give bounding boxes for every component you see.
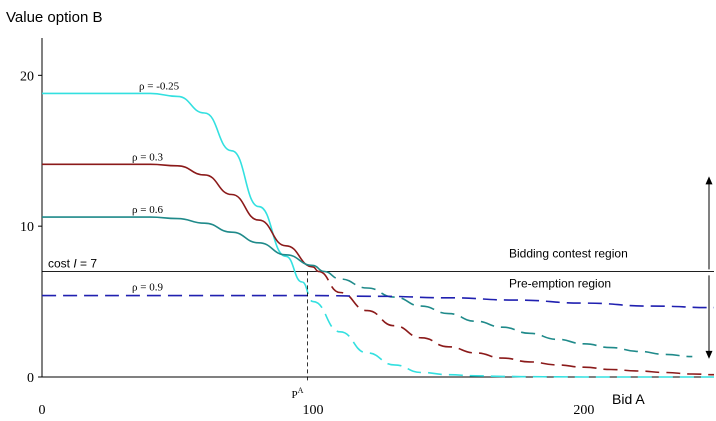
series-0-label: ρ = -0.25: [139, 80, 180, 92]
series-labels: ρ = -0.25 ρ = 0.3 ρ = 0.6 ρ = 0.9: [132, 80, 180, 293]
series-2-dashed-line: [323, 270, 693, 358]
x-tick-label: 100: [302, 403, 323, 418]
pa-marker-label: PA: [292, 386, 304, 401]
series-1-dashed-line: [318, 270, 715, 376]
region-arrows: [705, 176, 713, 359]
series-1-solid-line: [42, 163, 319, 273]
y-ticks: 0 10 20: [20, 69, 42, 386]
x-ticks: 0 100 200: [39, 403, 595, 418]
up-arrow-head: [705, 176, 713, 185]
series-3-dashed-line: [42, 294, 715, 309]
series-1-label: ρ = 0.3: [132, 151, 163, 163]
series-2-label: ρ = 0.6: [132, 204, 163, 216]
cost-label: cost I = 7: [48, 256, 97, 270]
y-tick-label: 10: [20, 220, 34, 235]
series-0-solid-line: [41, 92, 303, 283]
y-tick-label: 0: [27, 371, 34, 386]
series-2-solid-line: [42, 216, 324, 273]
bidding-contest-region-label: Bidding contest region: [509, 246, 628, 260]
x-tick-label: 0: [39, 403, 46, 418]
series-3-label: ρ = 0.9: [132, 282, 163, 294]
down-arrow-head: [705, 350, 713, 359]
x-tick-label: 200: [573, 403, 594, 418]
x-axis-label: Bid A: [612, 391, 645, 407]
pre-emption-region-label: Pre-emption region: [509, 276, 611, 290]
y-axis-label: Value option B: [6, 9, 102, 26]
series-0-dashed-line: [301, 281, 714, 378]
y-tick-label: 20: [20, 69, 34, 84]
series-group: [41, 92, 715, 378]
